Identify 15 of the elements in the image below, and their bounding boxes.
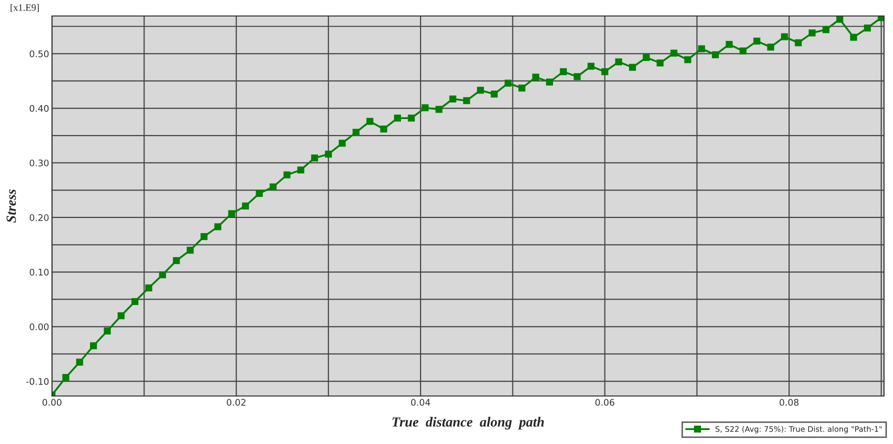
x-tick-label: 0.04 [411, 398, 430, 406]
y-tick-label: 0.50 [30, 50, 49, 58]
text: [x1.E9] [10, 4, 39, 12]
x-axis-title: True distance along path [392, 416, 544, 430]
y-tick-label: 0.00 [30, 323, 49, 330]
y-axis-title: Stress [6, 189, 16, 223]
y-tick-label: 0.10 [30, 268, 49, 276]
y-tick-label: -0.10 [26, 378, 49, 385]
x-tick-label: 0.06 [595, 398, 614, 406]
y-tick-label: 0.40 [30, 105, 49, 112]
y-tick-label: 0.20 [30, 214, 49, 222]
y-tick-label: 0.30 [30, 160, 49, 166]
x-tick-label: 0.02 [226, 398, 246, 406]
x-tick-label: 0.08 [780, 398, 799, 406]
x-tick-label: 0.00 [42, 398, 62, 406]
